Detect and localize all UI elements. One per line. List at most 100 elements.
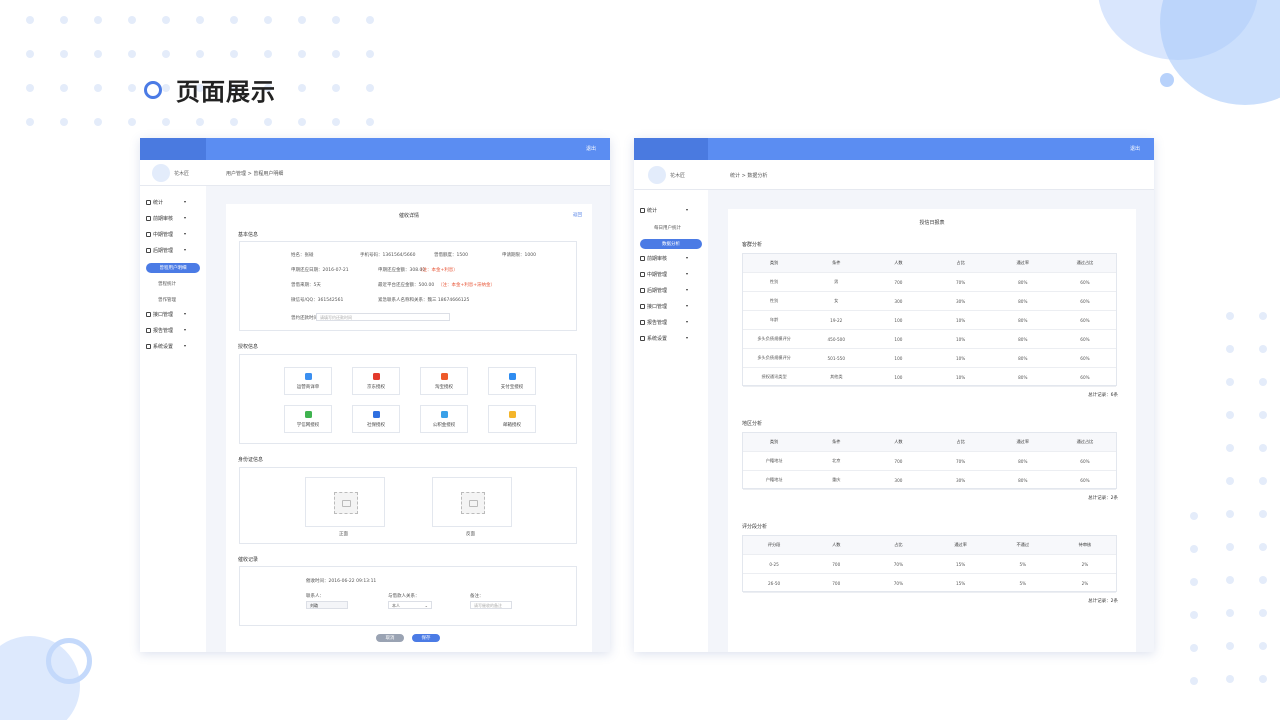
sidebar-item[interactable]: 接口管理 ▾: [146, 310, 200, 318]
auth-tile[interactable]: 邮箱授权: [488, 405, 536, 433]
basic-info-box: 姓名：张碰 手机号码：1361564/5660 曾借额度：1500 申请期限：1…: [239, 241, 577, 331]
sidebar-item[interactable]: 报告管理 ▾: [146, 326, 200, 334]
sidebar-item[interactable]: 前期审核 ▾: [640, 254, 702, 262]
sidebar-item[interactable]: 统计 ▾: [146, 198, 200, 206]
section-title: 地区分析: [742, 421, 763, 427]
column-header: 评分段: [767, 542, 781, 547]
dot: [60, 16, 68, 24]
menu-icon: [640, 255, 645, 261]
auth-tile[interactable]: 学信网授权: [284, 405, 332, 433]
sidebar-item-label: 系统设置: [153, 343, 174, 350]
table-cell: 700: [894, 458, 903, 464]
dot: [128, 84, 136, 92]
auth-tile[interactable]: 淘宝授权: [420, 367, 468, 395]
table-cell: 80%: [1018, 374, 1028, 380]
table-cell: 26-50: [768, 580, 781, 586]
dot: [230, 16, 238, 24]
sidebar-subitem[interactable]: 曾程统计: [158, 282, 176, 287]
save-button[interactable]: 保存: [412, 634, 440, 642]
auth-info-title: 授权信息: [238, 344, 259, 350]
sidebar-item-label: 报告管理: [647, 319, 668, 326]
table-cell: 性别: [769, 279, 779, 284]
sidebar-item[interactable]: 中期管理 ▾: [146, 230, 200, 238]
recent-amount-note: （注：本金+利息+滞纳金）: [438, 283, 496, 288]
dot: [1259, 609, 1267, 617]
slide-heading: 页面展示: [144, 72, 276, 107]
dot: [1226, 312, 1234, 320]
auth-tile[interactable]: 社保授权: [352, 405, 400, 433]
info-emergency-contact: 紧急联系人名称和关系：魏三 18674666125: [378, 298, 470, 303]
avatar[interactable]: [152, 164, 170, 182]
contact-input[interactable]: 刘璐: [306, 601, 348, 609]
dot: [366, 118, 374, 126]
auth-tile-label: 学信网授权: [296, 423, 320, 428]
dot: [1259, 411, 1267, 419]
relation-select[interactable]: 本人 ⌄: [388, 601, 432, 609]
sidebar-subitem[interactable]: 曾作管理: [158, 298, 176, 303]
table-cell: 60%: [1080, 336, 1090, 342]
dot: [1226, 411, 1234, 419]
sidebar-item[interactable]: 后期管理 ▾: [146, 246, 200, 254]
table-cell: 男: [834, 279, 839, 284]
dot: [1226, 609, 1234, 617]
user-name[interactable]: 花木匠: [174, 171, 190, 177]
sidebar-item[interactable]: 后期管理 ▾: [640, 286, 702, 294]
info-due-amount: 申期还应金额：308.00: [378, 268, 426, 273]
auth-icon: [441, 373, 448, 380]
sidebar-item[interactable]: 接口管理 ▾: [640, 302, 702, 310]
auth-tile[interactable]: 支付宝授权: [488, 367, 536, 395]
table-cell: 30%: [955, 477, 966, 483]
promise-date-input[interactable]: 请填写约还款时间: [316, 313, 450, 321]
table-cell: 300: [894, 477, 903, 483]
note-input[interactable]: 请写催收的备注: [470, 601, 512, 609]
sidebar-subitem-active[interactable]: 曾程用户明细: [146, 263, 200, 273]
table-row: 授权通讯类型 其他类 100 10% 80% 60%: [743, 368, 1116, 387]
table-cell: 100: [894, 317, 903, 323]
dot: [298, 84, 306, 92]
dot: [1226, 477, 1234, 485]
logout-link[interactable]: 退出: [1129, 146, 1140, 152]
sidebar-subitem-active[interactable]: 数据分析: [640, 239, 702, 249]
sidebar-subitem[interactable]: 每日用户统计: [654, 226, 681, 231]
sidebar-item[interactable]: 报告管理 ▾: [640, 318, 702, 326]
column-header: 条件: [832, 439, 841, 444]
avatar[interactable]: [648, 166, 666, 184]
header-bar: 花木匠 统计 > 数据分析: [634, 160, 1154, 190]
back-link[interactable]: 返回: [573, 213, 582, 218]
auth-tile[interactable]: 公积金授权: [420, 405, 468, 433]
dot: [1190, 512, 1198, 520]
dot: [26, 118, 34, 126]
sidebar-item[interactable]: 系统设置 ▾: [640, 334, 702, 342]
auth-icon: [305, 411, 312, 418]
dot: [264, 84, 272, 92]
dot: [1259, 312, 1267, 320]
sidebar-item-label: 中期管理: [647, 271, 668, 278]
dot: [366, 84, 374, 92]
auth-tile[interactable]: 运营商详单: [284, 367, 332, 395]
table-total: 总计记录：2条: [1088, 496, 1118, 501]
logout-link[interactable]: 退出: [585, 146, 596, 152]
dot: [332, 16, 340, 24]
auth-tile[interactable]: 京东授权: [352, 367, 400, 395]
table-header: 类别 条件 人数 占比 通过率 通过占比: [743, 254, 1116, 273]
sidebar-item[interactable]: 系统设置 ▾: [146, 342, 200, 350]
table-cell: 60%: [1080, 355, 1090, 361]
menu-icon: [640, 207, 645, 213]
user-name[interactable]: 花木匠: [670, 173, 686, 179]
id-front-photo[interactable]: [305, 477, 385, 527]
id-back-label: 反面: [466, 532, 475, 537]
sidebar-item[interactable]: 统计 ▾: [640, 206, 702, 214]
cancel-button[interactable]: 取消: [376, 634, 404, 642]
id-back-photo[interactable]: [432, 477, 512, 527]
dot: [1259, 642, 1267, 650]
dot: [128, 50, 136, 58]
menu-icon: [640, 287, 645, 293]
sidebar-item[interactable]: 中期管理 ▾: [640, 270, 702, 278]
dot: [94, 84, 102, 92]
breadcrumb: 统计 > 数据分析: [730, 173, 768, 179]
dot: [1259, 675, 1267, 683]
sidebar-item[interactable]: 前期审核 ▾: [146, 214, 200, 222]
collection-log-title: 催收记录: [238, 557, 259, 563]
chevron-down-icon: ▾: [685, 255, 688, 260]
